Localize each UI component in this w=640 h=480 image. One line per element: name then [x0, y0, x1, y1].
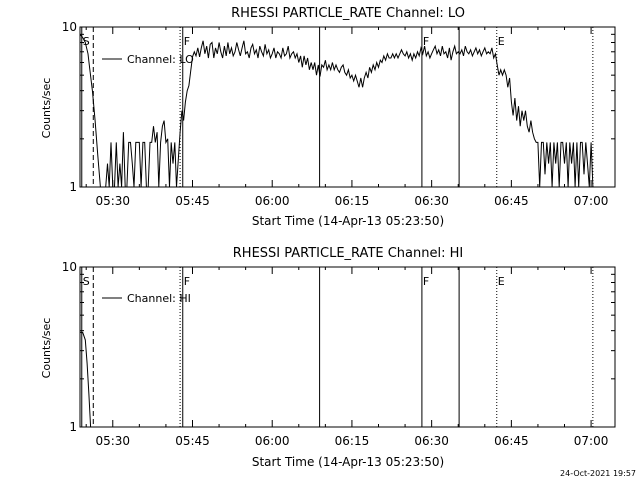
- event-marker-label: S: [83, 35, 90, 48]
- event-marker-label: E: [498, 35, 505, 48]
- event-marker-label: F: [184, 35, 190, 48]
- event-marker-label: F: [184, 275, 190, 288]
- hi-legend-label: Channel: HI: [127, 292, 191, 305]
- x-tick-label: 07:00: [574, 194, 609, 208]
- lo-x-axis-label: Start Time (14-Apr-13 05:23:50): [252, 214, 444, 228]
- x-tick-label: 06:30: [414, 194, 449, 208]
- footer-date: 24-Oct-2021 19:57: [560, 469, 636, 478]
- hi-plot-area: 05:30 05:45 06:00 06:15 06:30 06:45 07:00 1 10 S F…: [62, 260, 616, 448]
- event-marker-label: F: [423, 275, 429, 288]
- lo-channel-panel: RHESSI PARTICLE_RATE Channel: LO Counts/…: [40, 6, 616, 228]
- event-marker-label: E: [498, 275, 505, 288]
- x-tick-label: 06:00: [255, 434, 290, 448]
- x-tick-label: 06:00: [255, 194, 290, 208]
- plot-frame: [79, 26, 616, 188]
- hi-chart-title: RHESSI PARTICLE_RATE Channel: HI: [233, 246, 463, 261]
- lo-chart-title: RHESSI PARTICLE_RATE Channel: LO: [231, 6, 465, 21]
- plot-frame: [79, 266, 616, 428]
- hi-channel-panel: RHESSI PARTICLE_RATE Channel: HI Counts/…: [40, 246, 616, 469]
- lo-y-axis-label: Counts/sec: [40, 78, 53, 139]
- x-tick-label: 06:15: [335, 194, 370, 208]
- y-tick-label: 1: [69, 420, 77, 434]
- x-tick-label: 06:30: [414, 434, 449, 448]
- x-tick-label: 06:45: [494, 194, 529, 208]
- y-tick-label: 10: [62, 260, 77, 274]
- lo-plot-area: 05:30 05:45 06:00 06:15 06:30 06:45 07:00 1 10 S F…: [62, 20, 616, 208]
- series-line: [79, 33, 594, 188]
- lo-legend: Channel: LO: [102, 53, 194, 66]
- event-marker-label: S: [83, 275, 90, 288]
- hi-y-axis-label: Counts/sec: [40, 318, 53, 379]
- y-tick-label: 10: [62, 20, 77, 34]
- x-tick-label: 05:30: [95, 194, 130, 208]
- event-marker-label: F: [423, 35, 429, 48]
- x-tick-label: 06:15: [335, 434, 370, 448]
- series-line: [80, 331, 92, 428]
- lo-legend-label: Channel: LO: [127, 53, 194, 66]
- hi-x-axis-label: Start Time (14-Apr-13 05:23:50): [252, 455, 444, 469]
- x-tick-label: 05:45: [175, 194, 210, 208]
- hi-legend: Channel: HI: [102, 292, 191, 305]
- y-tick-label: 1: [69, 180, 77, 194]
- x-tick-label: 05:30: [95, 434, 130, 448]
- x-tick-label: 07:00: [574, 434, 609, 448]
- x-tick-label: 06:45: [494, 434, 529, 448]
- x-tick-label: 05:45: [175, 434, 210, 448]
